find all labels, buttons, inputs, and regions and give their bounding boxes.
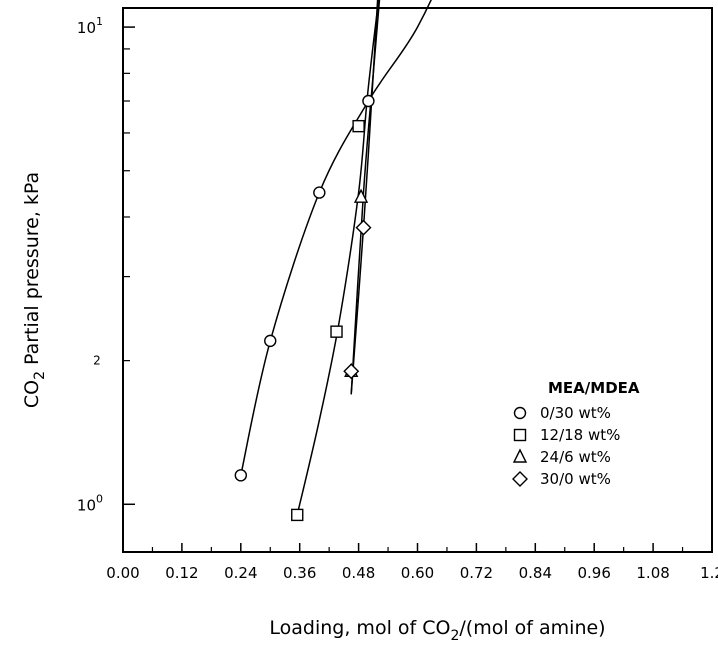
data-markers (234, 94, 375, 522)
x-tick-label: 0.60 (401, 564, 434, 582)
legend-entry-label: 24/6 wt% (540, 448, 611, 466)
x-tick-label: 0.24 (224, 564, 257, 582)
y-tick-exponent: 0 (96, 492, 103, 505)
legend-entry-label: 30/0 wt% (540, 470, 611, 488)
y-axis-label: CO2 Partial pressure, kPa (21, 172, 48, 408)
y-tick-base: 10 (77, 496, 96, 514)
tick-labels: 0.00 0.12 0.24 0.36 0.48 0.60 0.72 0.84 0.96 1.08… (77, 15, 718, 582)
y-minor-tick-label: 2 (93, 354, 101, 368)
y-tick-base: 10 (77, 19, 96, 37)
x-tick-label: 0.00 (106, 564, 139, 582)
data-point-diamond (343, 363, 360, 380)
legend-marker-diamond (512, 471, 528, 487)
x-tick-label: 1.08 (636, 564, 669, 582)
data-point-diamond (355, 219, 372, 236)
data-point-square (330, 325, 343, 338)
y-tick-label: 100 (77, 492, 103, 514)
x-tick-label: 0.36 (283, 564, 316, 582)
series-curve-square (296, 0, 380, 516)
legend-entries: 0/30 wt% 12/18 wt% 24/6 wt% 30/0 wt% (512, 404, 620, 488)
x-tick-label: 0.84 (519, 564, 552, 582)
axis-ticks (122, 26, 713, 552)
x-tick-label: 0.96 (577, 564, 610, 582)
y-axis-label-part-2: Partial pressure, kPa (21, 172, 43, 365)
x-tick-label: 0.12 (165, 564, 198, 582)
data-point-triangle (353, 188, 369, 203)
plot-frame (122, 7, 713, 553)
y-tick-exponent: 1 (96, 15, 103, 28)
data-point-square (291, 508, 304, 522)
y-tick-label: 101 (77, 15, 103, 37)
data-point-circle (362, 94, 375, 108)
data-point-square (352, 119, 365, 133)
y-axis-label-part-1: CO (21, 380, 43, 408)
legend-title: MEA/MDEA (548, 379, 640, 397)
series-curve-triangle (350, 0, 381, 395)
legend-marker-triangle (512, 448, 528, 463)
y-axis-label-subscript: 2 (32, 371, 48, 380)
x-tick-label: 0.48 (342, 564, 375, 582)
x-axis-label-part-2: /(mol of amine) (459, 617, 605, 639)
legend: MEA/MDEA 0/30 wt% 12/18 wt% 24/6 wt% 30/0 w… (512, 379, 640, 488)
legend-entry-label: 0/30 wt% (540, 404, 611, 422)
x-axis-label-part-1: Loading, mol of CO (269, 617, 450, 639)
x-axis-label-subscript: 2 (450, 628, 459, 644)
data-point-circle (313, 186, 326, 199)
x-tick-label: 0.72 (460, 564, 493, 582)
data-point-circle (264, 334, 277, 348)
series-curve-diamond (350, 0, 379, 395)
legend-marker-square (513, 428, 527, 442)
legend-marker-circle (513, 406, 527, 420)
data-point-circle (234, 469, 248, 482)
legend-entry-label: 12/18 wt% (540, 426, 620, 444)
x-axis-label: Loading, mol of CO2/(mol of amine) (269, 617, 605, 644)
x-tick-label: 1.2 (700, 564, 718, 582)
